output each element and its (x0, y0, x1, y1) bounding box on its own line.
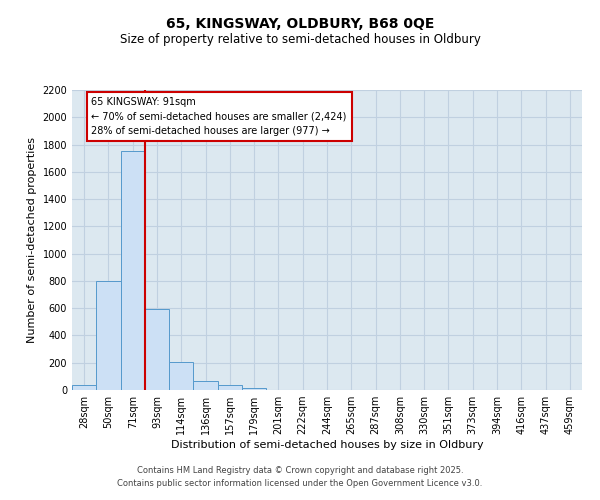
Bar (96, 281, 121, 390)
Text: Size of property relative to semi-detached houses in Oldbury: Size of property relative to semi-detach… (119, 32, 481, 46)
Y-axis label: Number of semi-detached properties: Number of semi-detached properties (27, 137, 37, 343)
X-axis label: Distribution of semi-detached houses by size in Oldbury: Distribution of semi-detached houses by … (170, 440, 484, 450)
Bar (169, 362, 193, 390)
Bar (218, 385, 242, 390)
Bar (145, 309, 169, 390)
Bar (242, 388, 266, 390)
Text: 65 KINGSWAY: 91sqm
← 70% of semi-detached houses are smaller (2,424)
28% of semi: 65 KINGSWAY: 91sqm ← 70% of semi-detache… (91, 97, 347, 136)
Bar (72, 384, 96, 390)
Text: 65, KINGSWAY, OLDBURY, B68 0QE: 65, KINGSWAY, OLDBURY, B68 0QE (166, 18, 434, 32)
Bar (193, 381, 218, 390)
Text: Contains HM Land Registry data © Crown copyright and database right 2025.
Contai: Contains HM Land Registry data © Crown c… (118, 466, 482, 487)
Bar (121, 152, 145, 390)
